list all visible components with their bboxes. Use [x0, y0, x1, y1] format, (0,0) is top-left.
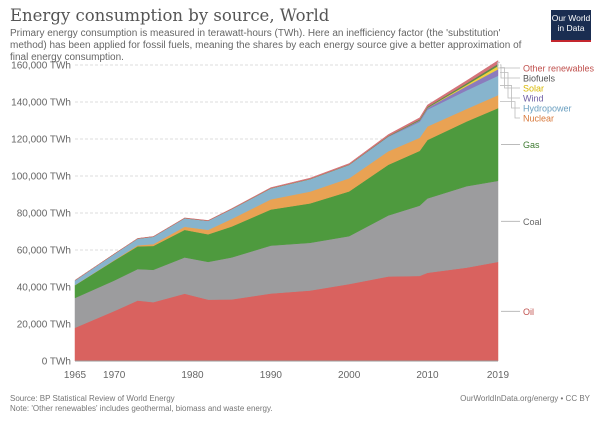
legend-leader-line [500, 101, 520, 119]
legend-leader-line [500, 85, 520, 109]
footnote: Note: 'Other renewables' includes geothe… [10, 404, 273, 413]
legend-label-hydropower[interactable]: Hydropower [523, 104, 572, 114]
legend-label-other-renewables[interactable]: Other renewables [523, 64, 595, 74]
chart-subtitle: Primary energy consumption is measured i… [10, 28, 522, 63]
x-tick-label: 2010 [416, 370, 439, 381]
y-tick-label: 160,000 TWh [11, 61, 71, 72]
credit-link[interactable]: OurWorldInData.org/energy • CC BY [460, 394, 590, 403]
y-tick-label: 20,000 TWh [17, 320, 71, 331]
legend-leader-line [497, 61, 520, 69]
y-tick-label: 40,000 TWh [17, 283, 71, 294]
y-tick-label: 0 TWh [42, 357, 71, 368]
chart-title: Energy consumption by source, World [10, 6, 330, 25]
legend-leader-line [500, 72, 520, 99]
y-tick-label: 100,000 TWh [11, 172, 71, 183]
legend-label-coal[interactable]: Coal [523, 217, 542, 227]
legend-label-oil[interactable]: Oil [523, 307, 534, 317]
y-tick-label: 120,000 TWh [11, 135, 71, 146]
legend-leader-line [500, 64, 520, 79]
y-tick-label: 140,000 TWh [11, 98, 71, 109]
y-tick-label: 60,000 TWh [17, 246, 71, 257]
x-tick-label: 1980 [181, 370, 204, 381]
legend-label-biofuels[interactable]: Biofuels [523, 74, 556, 84]
source-note: Source: BP Statistical Review of World E… [10, 394, 175, 403]
x-tick-label: 1990 [260, 370, 283, 381]
logo-text: Our World in Data [551, 13, 591, 33]
area-other-renewables [74, 60, 499, 281]
x-tick-label: 1970 [103, 370, 126, 381]
owid-logo[interactable]: Our World in Data [551, 10, 591, 42]
x-tick-label: 2000 [338, 370, 361, 381]
x-tick-label: 1965 [64, 370, 87, 381]
x-tick-label: 2019 [487, 370, 510, 381]
legend-label-nuclear[interactable]: Nuclear [523, 114, 554, 124]
y-tick-label: 80,000 TWh [17, 209, 71, 220]
legend-label-solar[interactable]: Solar [523, 84, 544, 94]
legend-label-gas[interactable]: Gas [523, 140, 540, 150]
legend-label-wind[interactable]: Wind [523, 94, 544, 104]
